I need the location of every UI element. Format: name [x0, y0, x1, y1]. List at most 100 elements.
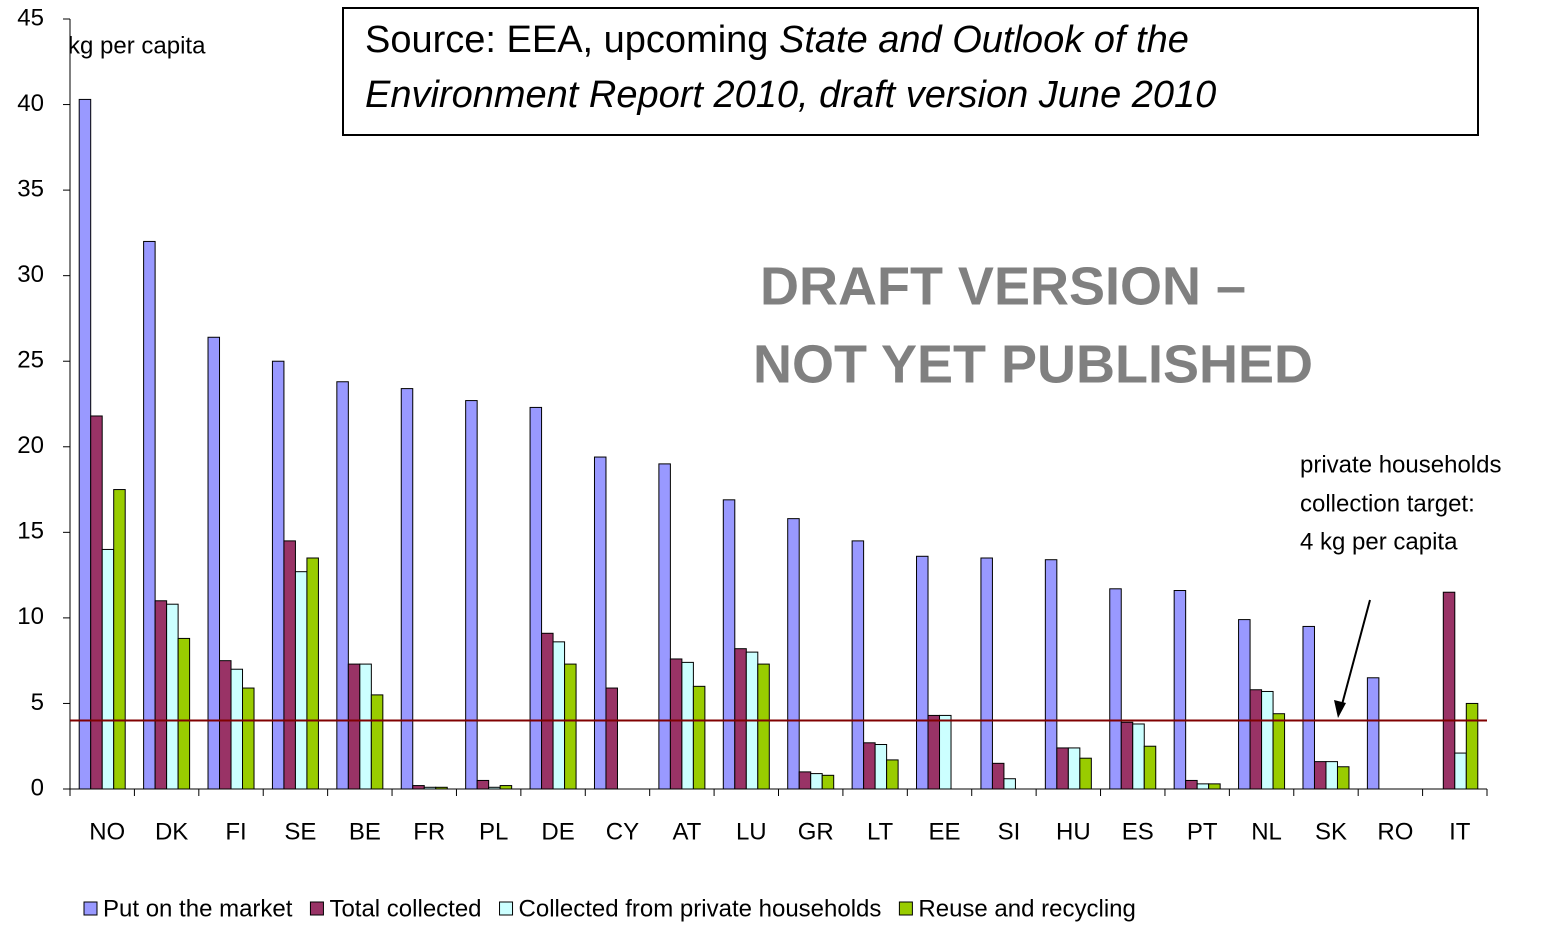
bar: [283, 540, 296, 790]
bar: [166, 603, 179, 790]
legend-swatch: [898, 901, 913, 916]
bar: [1272, 713, 1286, 790]
x-tick-label: HU: [1056, 818, 1091, 845]
bar: [1366, 677, 1380, 790]
bar: [1109, 588, 1122, 790]
legend-swatch: [83, 901, 98, 916]
x-tick-label: NO: [89, 818, 125, 845]
bar: [1056, 747, 1069, 790]
bar: [370, 694, 384, 790]
bar: [154, 600, 168, 790]
source-title: State and Outlook of the: [779, 19, 1189, 61]
bar: [1079, 757, 1092, 790]
bar: [1249, 689, 1263, 790]
bar: [412, 785, 425, 790]
bar: [219, 660, 232, 790]
bar: [347, 663, 361, 790]
bar: [863, 742, 876, 790]
bar: [757, 663, 770, 790]
bar: [681, 661, 694, 790]
bar: [874, 744, 888, 790]
bar: [564, 663, 577, 790]
annotation-arrow: [1339, 599, 1371, 713]
bar: [1302, 625, 1315, 790]
bar: [991, 762, 1005, 790]
bar: [435, 786, 448, 790]
bar: [271, 360, 285, 790]
x-tick-label: LT: [867, 818, 894, 845]
y-tick-label: 25: [17, 347, 44, 374]
x-tick-label: CY: [606, 818, 639, 845]
bar: [1208, 783, 1221, 790]
bar: [423, 786, 437, 790]
x-tick-label: DE: [541, 818, 574, 845]
bar: [400, 388, 414, 790]
bar: [78, 98, 92, 790]
y-tick-label: 35: [17, 175, 44, 202]
bar: [810, 773, 823, 790]
bar: [927, 714, 941, 790]
source-box: [342, 7, 1479, 136]
y-tick-label: 0: [31, 774, 44, 801]
bar: [1173, 590, 1187, 790]
bar: [90, 415, 103, 790]
source-text: Source: EEA, upcoming State and Outlook …: [365, 19, 1189, 61]
bar: [605, 687, 618, 790]
bar: [787, 518, 800, 790]
bar: [306, 557, 319, 790]
bar: [242, 687, 255, 790]
bar: [669, 658, 683, 790]
x-tick-label: LU: [736, 818, 767, 845]
y-tick-label: 20: [17, 432, 44, 459]
bar: [1336, 766, 1350, 790]
annotation: private households: [1300, 451, 1501, 478]
bar: [476, 779, 490, 790]
legend-label: Total collected: [329, 895, 481, 922]
y-axis-label: kg per capita: [68, 32, 206, 59]
bar: [1067, 747, 1081, 790]
watermark: DRAFT VERSION –: [760, 256, 1246, 316]
source-title: Environment Report 2010, draft version J…: [365, 74, 1216, 116]
x-tick-label: GR: [798, 818, 834, 845]
bar: [465, 400, 478, 790]
watermark: NOT YET PUBLISHED: [753, 334, 1313, 394]
bar: [1003, 778, 1016, 790]
bar: [1325, 761, 1338, 790]
legend-swatch: [499, 901, 514, 916]
bar: [916, 555, 929, 790]
x-tick-label: DK: [155, 818, 188, 845]
x-tick-label: BE: [349, 818, 381, 845]
y-tick-label: 40: [17, 90, 44, 117]
legend-swatch: [309, 901, 324, 916]
bar: [1238, 619, 1251, 790]
bar: [1143, 745, 1157, 790]
bar: [939, 714, 952, 790]
bar: [1196, 783, 1210, 790]
bar: [552, 641, 566, 790]
annotation: collection target:: [1300, 490, 1475, 517]
bar: [1454, 752, 1467, 790]
source-text: Source: EEA, upcoming: [365, 19, 779, 61]
y-tick-label: 15: [17, 518, 44, 545]
bar: [113, 489, 126, 790]
bar: [734, 648, 747, 790]
legend-label: Put on the market: [103, 895, 293, 922]
bar: [722, 499, 736, 790]
x-tick-label: ES: [1122, 818, 1154, 845]
x-tick-label: SK: [1315, 818, 1347, 845]
bar: [980, 557, 993, 790]
bar: [499, 785, 513, 790]
legend-label: Reuse and recycling: [918, 895, 1135, 922]
bar: [593, 456, 607, 790]
bar: [1261, 690, 1274, 790]
x-tick-label: FI: [225, 818, 246, 845]
bar: [1313, 761, 1327, 790]
bar: [1132, 723, 1145, 790]
annotation: 4 kg per capita: [1300, 528, 1458, 555]
bar: [886, 759, 899, 790]
bar: [798, 771, 812, 790]
bar: [143, 240, 156, 790]
bar: [336, 381, 349, 790]
bar: [230, 668, 244, 790]
